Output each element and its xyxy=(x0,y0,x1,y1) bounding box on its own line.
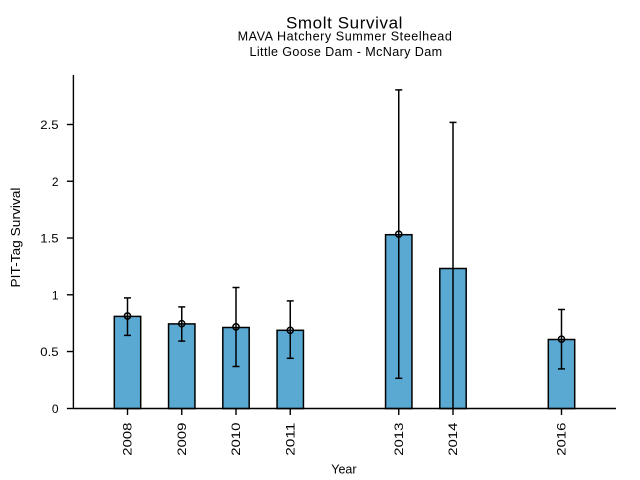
svg-text:2: 2 xyxy=(52,175,59,189)
svg-text:2.5: 2.5 xyxy=(40,118,59,132)
svg-text:Year: Year xyxy=(331,463,356,477)
svg-text:0.5: 0.5 xyxy=(40,345,59,359)
svg-text:2016: 2016 xyxy=(555,422,569,456)
svg-text:1.5: 1.5 xyxy=(40,232,59,246)
svg-text:Little Goose Dam - McNary Dam: Little Goose Dam - McNary Dam xyxy=(250,45,443,59)
svg-text:2013: 2013 xyxy=(392,422,406,456)
svg-text:2014: 2014 xyxy=(446,422,460,456)
svg-text:2010: 2010 xyxy=(229,422,243,456)
svg-text:MAVA Hatchery Summer Steelhead: MAVA Hatchery Summer Steelhead xyxy=(238,29,453,43)
svg-text:1: 1 xyxy=(52,288,59,302)
svg-text:2009: 2009 xyxy=(175,422,189,456)
svg-text:0: 0 xyxy=(52,402,59,416)
svg-text:2011: 2011 xyxy=(283,422,297,456)
svg-text:PIT-Tag Survival: PIT-Tag Survival xyxy=(9,188,23,288)
svg-text:Smolt Survival: Smolt Survival xyxy=(286,13,403,32)
svg-text:2008: 2008 xyxy=(121,422,135,456)
